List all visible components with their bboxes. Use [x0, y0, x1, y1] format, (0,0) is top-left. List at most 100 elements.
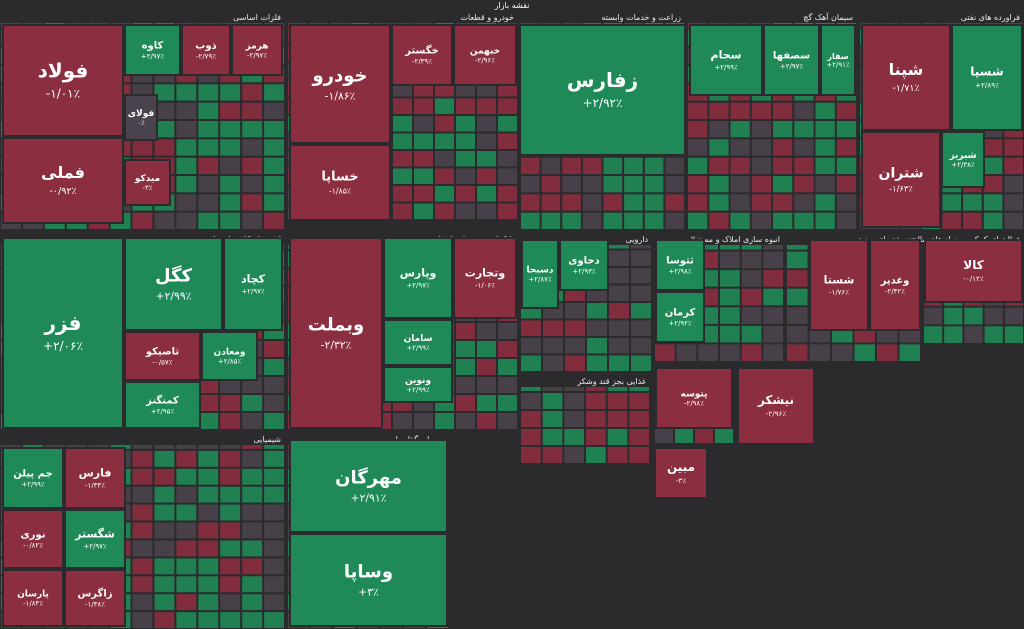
stock-tile[interactable]: ومعادن+۲/۸۵٪: [201, 331, 258, 381]
stock-tile[interactable]: فولاد -۱/۰۱٪: [2, 24, 124, 137]
filler-cell: [242, 468, 263, 485]
stock-tile[interactable]: شستا -۱/۷۶٪: [809, 239, 869, 331]
stock-tile[interactable]: کچاد +۲/۹۷٪: [223, 237, 283, 331]
stock-change: +۲/۹۲٪: [668, 320, 692, 328]
stock-tile[interactable]: شبریز+۲/۳۸٪: [941, 131, 985, 188]
stock-tile[interactable]: زفارس +۲/۹۲٪: [519, 24, 686, 156]
stock-change: +۲/۸۹٪: [975, 81, 999, 90]
stock-tile[interactable]: پتوسه-۲/۹۸٪: [655, 367, 733, 429]
stock-tile[interactable]: ونوین+۲/۹۹٪: [383, 366, 453, 403]
stock-tile[interactable]: سصفها+۲/۹۷٪: [763, 24, 820, 96]
filler-cell: [720, 251, 740, 269]
filler-cell: [586, 393, 606, 409]
stock-tile[interactable]: کگل +۲/۹۹٪: [124, 237, 223, 331]
stock-tile[interactable]: میدکو-۳٪: [124, 159, 171, 206]
filler-cell: [220, 504, 241, 521]
filler-cell: [964, 326, 983, 343]
stock-tile[interactable]: وغدیر-۲/۴۲٪: [869, 239, 921, 331]
filler-cell: [582, 176, 602, 193]
stock-symbol: کگل: [155, 264, 193, 286]
stock-tile[interactable]: کرمان+۲/۹۲٪: [655, 291, 705, 343]
stock-tile[interactable]: فزر +۲/۰۶٪: [2, 237, 124, 429]
stock-change: -۱/۳۴٪: [85, 481, 105, 489]
stock-tile[interactable]: ثتوسا+۲/۹۸٪: [655, 239, 705, 291]
filler-cell: [730, 157, 750, 174]
stock-tile-bg: [654, 447, 708, 499]
stock-tile[interactable]: پارسان-۱/۸۴٪: [2, 569, 64, 627]
stock-symbol: شگستر: [74, 527, 115, 540]
filler-cell: [176, 558, 197, 575]
stock-tile[interactable]: نیشکر -۲/۹۶٪: [737, 367, 815, 445]
stock-tile[interactable]: سفار+۲/۹۱٪: [820, 24, 856, 96]
stock-tile[interactable]: تاصیکو-۰/۵۷٪: [124, 331, 201, 381]
stock-tile[interactable]: شگستر +۲/۹۷٪: [64, 509, 126, 569]
stock-tile[interactable]: شتران -۱/۶۳٪: [861, 131, 941, 228]
filler-cell: [709, 212, 729, 229]
stock-tile[interactable]: شپنا -۱/۷۱٪: [861, 24, 951, 131]
stock-tile[interactable]: مهرگان +۲/۹۱٪: [289, 439, 448, 533]
stock-tile[interactable]: خودرو -۱/۸۶٪: [289, 24, 391, 144]
filler-cell: [242, 450, 263, 467]
filler-cell: [154, 504, 175, 521]
filler-cell: [751, 176, 772, 193]
filler-cell: [220, 176, 241, 193]
stock-tile[interactable]: وپارس +۲/۹۷٪: [383, 237, 453, 319]
stock-tile[interactable]: فملی -۰/۹۲٪: [2, 137, 124, 224]
stock-tile[interactable]: خگستر-۲/۳۹٪: [391, 24, 453, 86]
filler-cell: [242, 504, 263, 521]
filler-cell: [264, 102, 284, 119]
stock-change: -۲/۷۹٪: [196, 53, 216, 61]
filler-cell: [176, 157, 197, 174]
filler-cell: [242, 139, 263, 156]
stock-tile[interactable]: شسپا +۲/۸۹٪: [951, 24, 1023, 131]
filler-cell: [435, 133, 454, 149]
stock-tile[interactable]: مبین -۳٪: [654, 447, 708, 499]
filler-cell: [498, 203, 517, 219]
stock-tile-bg: [124, 331, 201, 381]
filler-cell: [675, 425, 693, 443]
stock-change: -۲/۹۷٪: [247, 52, 267, 60]
filler-cell: [176, 468, 197, 485]
stock-symbol: فولاد: [38, 59, 89, 83]
stock-tile[interactable]: خساپا -۱/۸۵٪: [289, 144, 391, 221]
stock-tile[interactable]: فارس -۱/۳۴٪: [64, 447, 126, 509]
filler-cell: [176, 176, 197, 193]
stock-tile[interactable]: وتجارت -۱/۰۶٪: [453, 237, 517, 319]
stock-tile[interactable]: کمنگنز+۲/۹۵٪: [124, 381, 201, 429]
filler-cell: [435, 116, 454, 132]
stock-tile[interactable]: کاوه+۲/۹۷٪: [124, 24, 181, 76]
stock-change: -۱/۸۵٪: [329, 187, 351, 196]
stock-tile[interactable]: خبهمن-۲/۹۶٪: [453, 24, 517, 86]
stock-symbol: زفارس: [567, 68, 638, 92]
stock-symbol: فارس: [79, 466, 112, 479]
sector-header-bg: [520, 374, 650, 387]
filler-cell: [836, 121, 857, 138]
stock-tile[interactable]: ذوب-۲/۷۹٪: [181, 24, 231, 76]
stock-tile[interactable]: سجام +۲/۹۹٪: [689, 24, 763, 96]
stock-tile[interactable]: دسبحا+۲/۸۷٪: [521, 239, 559, 309]
stock-tile-bg: [2, 569, 64, 627]
stock-tile[interactable]: وساپا +۳٪: [289, 533, 448, 627]
filler-cell: [242, 121, 263, 138]
filler-cell: [242, 558, 263, 575]
filler-cell: [609, 338, 629, 354]
filler-cell: [665, 194, 684, 211]
stock-change: +۲/۹۹٪: [406, 344, 430, 352]
stock-tile[interactable]: نوری-۰/۸۲٪: [2, 509, 64, 569]
stock-tile[interactable]: زاگرس-۱/۳۸٪: [64, 569, 126, 627]
filler-cell: [414, 133, 433, 149]
stock-symbol: دحاوی: [568, 256, 599, 267]
filler-cell: [264, 194, 284, 211]
filler-cell: [709, 194, 729, 211]
filler-cell: [1004, 176, 1023, 193]
stock-tile[interactable]: کالا -۰/۱۲٪: [924, 239, 1023, 303]
stock-tile[interactable]: سامان+۲/۹۹٪: [383, 319, 453, 366]
filler-cell: [720, 270, 740, 287]
stock-symbol: فولای: [128, 109, 155, 119]
stock-tile[interactable]: جم پیلن+۲/۹۹٪: [2, 447, 64, 509]
stock-symbol: ثتوسا: [666, 256, 694, 267]
stock-tile[interactable]: وبملت -۲/۳۲٪: [289, 237, 383, 429]
stock-tile[interactable]: هرمز-۲/۹۷٪: [231, 24, 283, 76]
stock-tile[interactable]: دحاوی+۲/۹۳٪: [559, 239, 609, 291]
